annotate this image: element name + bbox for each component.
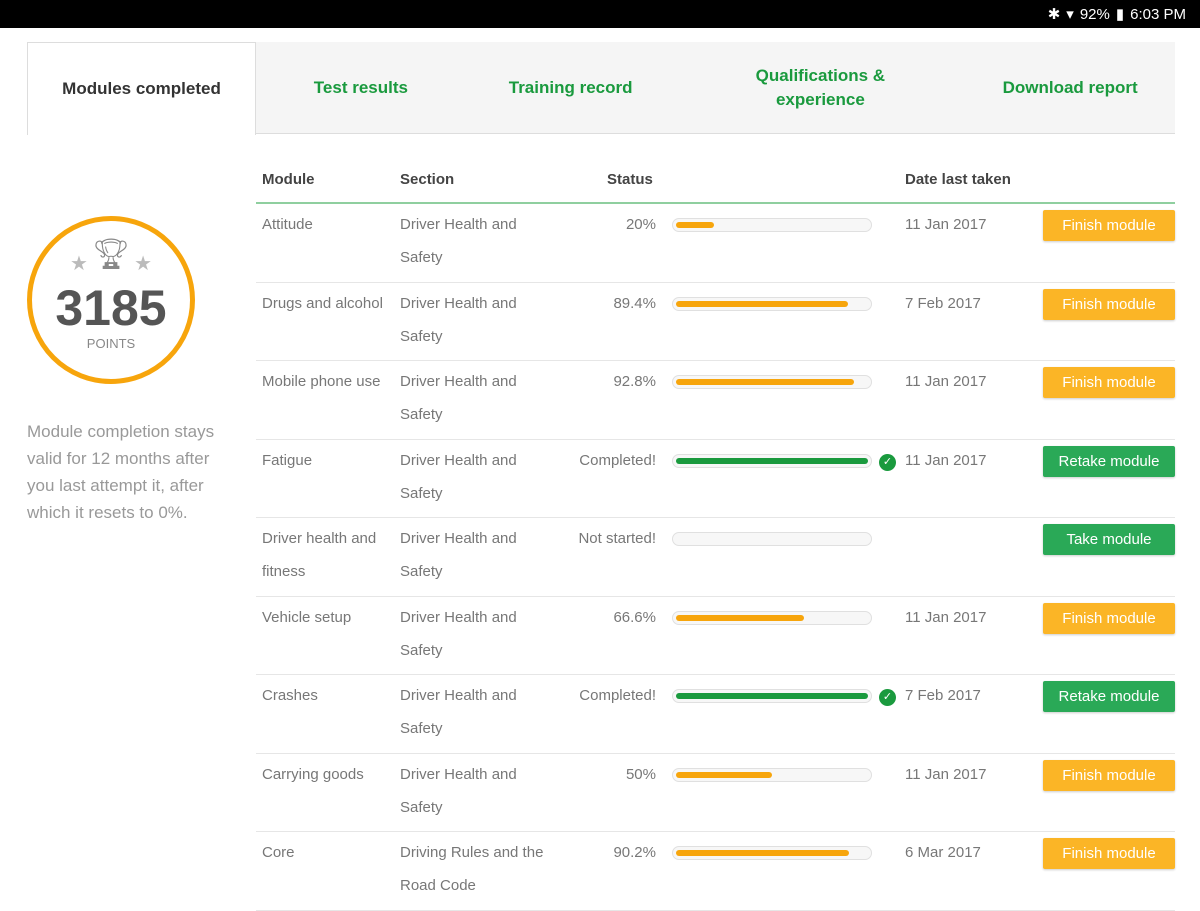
tab-download-report[interactable]: Download report (1002, 77, 1138, 97)
status-text: 20% (625, 216, 656, 233)
module-name: Carrying goods (262, 765, 364, 783)
check-circle-icon: ✓ (879, 689, 896, 706)
progress-fill (676, 300, 848, 307)
date-last-taken: 11 Jan 2017 (905, 373, 987, 390)
date-last-taken: 7 Feb 2017 (905, 687, 981, 704)
table-header: Module Section Status Date last taken (256, 160, 1175, 204)
module-action-button[interactable]: Finish module (1043, 288, 1175, 320)
tab-test-results[interactable]: Test results (313, 77, 408, 97)
progress-fill (676, 850, 850, 856)
points-panel: 🏆︎ ★ ★ 3185 POINTS Module completion stay… (27, 216, 217, 526)
module-name: Core (262, 844, 295, 861)
module-name: Attitude (262, 216, 313, 233)
module-action-button[interactable]: Finish module (1043, 602, 1175, 634)
module-name: Driver health and fitness (262, 530, 377, 580)
table-row: Core Driving Rules and the Road Code 90.… (256, 832, 1175, 911)
table-row: Drugs and alcohol Driver Health and Safe… (256, 283, 1175, 361)
module-name: Mobile phone use (262, 373, 381, 390)
table-row: Vehicle setup Driver Health and Safety 6… (256, 597, 1175, 675)
table-row: Driver health and fitness Driver Health … (256, 518, 1175, 597)
module-name: Crashes (262, 687, 318, 704)
modules-table: Module Section Status Date last taken At… (256, 160, 1175, 911)
status-bar: ✱ ▾ 92% ▮ 6:03 PM (0, 0, 1200, 28)
section-name: Driver Health and Safety (400, 216, 517, 266)
date-last-taken: 11 Jan 2017 (905, 608, 987, 626)
progress-bar (672, 689, 872, 703)
table-row: Crashes Driver Health and Safety Complet… (256, 675, 1175, 754)
points-badge: 🏆︎ ★ ★ 3185 POINTS (27, 216, 195, 384)
module-action-button[interactable]: Finish module (1043, 210, 1175, 241)
status-text: Completed! (579, 687, 656, 704)
status-text: 90.2% (613, 844, 656, 861)
date-last-taken: 6 Mar 2017 (905, 844, 981, 861)
battery-level: 92% (1079, 5, 1110, 23)
tab-modules-completed[interactable]: Modules completed (27, 42, 256, 135)
wifi-icon: ▾ (1066, 6, 1074, 23)
status-text: 66.6% (613, 608, 656, 626)
date-last-taken: 11 Jan 2017 (905, 765, 987, 783)
header-date: Date last taken (905, 171, 1011, 188)
bluetooth-icon: ✱ (1047, 6, 1061, 23)
module-action-button[interactable]: Finish module (1043, 759, 1175, 791)
progress-bar (672, 375, 872, 389)
progress-fill (676, 379, 855, 385)
section-name: Driver Health and Safety (400, 530, 517, 580)
module-name: Drugs and alcohol (262, 294, 383, 312)
progress-bar (672, 218, 872, 232)
points-label: POINTS (86, 336, 136, 351)
tab-qualifications[interactable]: Qualifications & experience (755, 65, 886, 109)
star-icon: ★ (70, 253, 88, 275)
module-action-button[interactable]: Retake module (1043, 681, 1175, 712)
table-row: Fatigue Driver Health and Safety Complet… (256, 440, 1175, 518)
header-status: Status (607, 171, 653, 188)
date-last-taken: 7 Feb 2017 (905, 294, 981, 312)
battery-icon: ▮ (1115, 6, 1125, 23)
status-text: 89.4% (613, 294, 656, 312)
progress-bar (672, 767, 872, 782)
status-text: 50% (625, 765, 656, 783)
clock: 6:03 PM (1130, 5, 1186, 23)
section-name: Driving Rules and the Road Code (400, 844, 544, 894)
check-circle-icon: ✓ (879, 453, 896, 471)
progress-fill (676, 693, 868, 699)
status-text: Completed! (579, 451, 656, 469)
section-name: Driver Health and Safety (400, 687, 517, 737)
table-row: Attitude Driver Health and Safety 20% 11… (256, 204, 1175, 283)
section-name: Driver Health and Safety (400, 451, 517, 502)
section-name: Driver Health and Safety (400, 608, 517, 659)
progress-fill (676, 614, 804, 621)
table-row: Carrying goods Driver Health and Safety … (256, 754, 1175, 832)
points-value: 3185 (55, 280, 167, 336)
tab-training-record[interactable]: Training record (508, 77, 633, 97)
progress-bar (672, 610, 872, 625)
progress-bar (672, 846, 872, 860)
module-action-button[interactable]: Finish module (1043, 367, 1175, 398)
section-name: Driver Health and Safety (400, 765, 517, 816)
module-action-button[interactable]: Take module (1043, 524, 1175, 555)
module-name: Vehicle setup (262, 608, 352, 626)
progress-bar (672, 453, 872, 468)
module-name: Fatigue (262, 451, 313, 469)
module-action-button[interactable]: Finish module (1043, 838, 1175, 869)
progress-bar (672, 532, 872, 546)
status-text: 92.8% (613, 373, 656, 390)
progress-fill (676, 771, 772, 778)
progress-fill (676, 457, 868, 464)
date-last-taken: 11 Jan 2017 (905, 451, 987, 469)
section-name: Driver Health and Safety (400, 294, 517, 345)
trophy-icon: 🏆︎ (91, 238, 131, 271)
progress-fill (676, 222, 715, 228)
header-section: Section (400, 171, 455, 188)
star-icon: ★ (134, 253, 152, 275)
status-text: Not started! (578, 530, 656, 547)
completion-note: Module completion stays valid for 12 mon… (27, 422, 215, 522)
header-module: Module (262, 171, 315, 188)
table-row: Mobile phone use Driver Health and Safet… (256, 361, 1175, 440)
progress-bar (672, 296, 872, 311)
tab-bar: Modules completed Test results Training … (27, 42, 1175, 135)
section-name: Driver Health and Safety (400, 373, 517, 423)
module-action-button[interactable]: Retake module (1043, 445, 1175, 477)
date-last-taken: 11 Jan 2017 (905, 216, 987, 233)
